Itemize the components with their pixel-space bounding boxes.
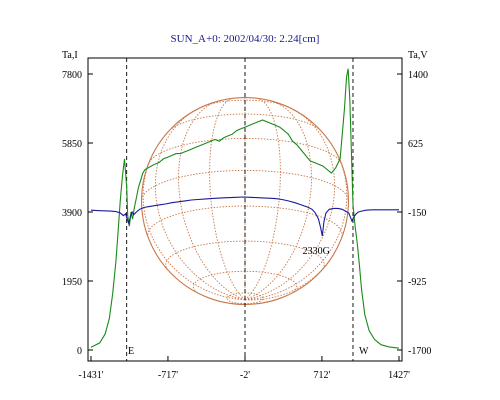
left-tick-label: 7800 — [62, 70, 82, 81]
right-axis-label: Ta,V — [408, 50, 428, 61]
x-tick-label: 1427' — [388, 370, 410, 381]
x-tick-label: 712' — [314, 370, 331, 381]
west-marker: W — [359, 346, 369, 357]
left-tick-label: 3900 — [62, 208, 82, 219]
latitude-line — [148, 138, 342, 163]
east-marker: E — [128, 346, 134, 357]
right-tick-label: -150 — [408, 208, 426, 219]
series-layer — [90, 68, 400, 349]
intensity-series-line — [90, 68, 400, 349]
x-tick-label: -2' — [240, 370, 250, 381]
left-tick-label: 1950 — [62, 277, 82, 288]
longitude-line — [142, 151, 246, 301]
longitude-line — [244, 97, 281, 301]
longitude-line — [244, 109, 336, 301]
longitude-line — [244, 100, 312, 301]
latitude-line — [165, 240, 325, 271]
x-tick-label: -717' — [158, 370, 178, 381]
guide-lines — [126, 58, 354, 361]
sunspot-annotation: 2330G — [303, 246, 330, 257]
longitude-line — [244, 151, 348, 301]
polarization-series-line — [90, 196, 399, 237]
chart-title: SUN_A+0: 2002/04/30: 2.24[cm] — [171, 33, 320, 45]
left-tick-label: 5850 — [62, 139, 82, 150]
left-axis-label: Ta,I — [62, 50, 78, 61]
right-tick-label: 625 — [408, 139, 423, 150]
longitude-line — [209, 97, 246, 301]
x-tick-label: -1431' — [78, 370, 103, 381]
longitude-line — [178, 100, 246, 301]
longitude-line — [154, 109, 246, 301]
left-tick-label: 0 — [77, 346, 82, 357]
right-tick-label: 1400 — [408, 70, 428, 81]
latitude-line — [201, 99, 289, 108]
tick-layer: 7800 5850 3900 1950 0 1400 625 -150 -925 -1700 -14… — [62, 70, 431, 381]
right-tick-label: -1700 — [408, 346, 431, 357]
longitude-line — [244, 254, 334, 301]
right-tick-label: -925 — [408, 277, 426, 288]
